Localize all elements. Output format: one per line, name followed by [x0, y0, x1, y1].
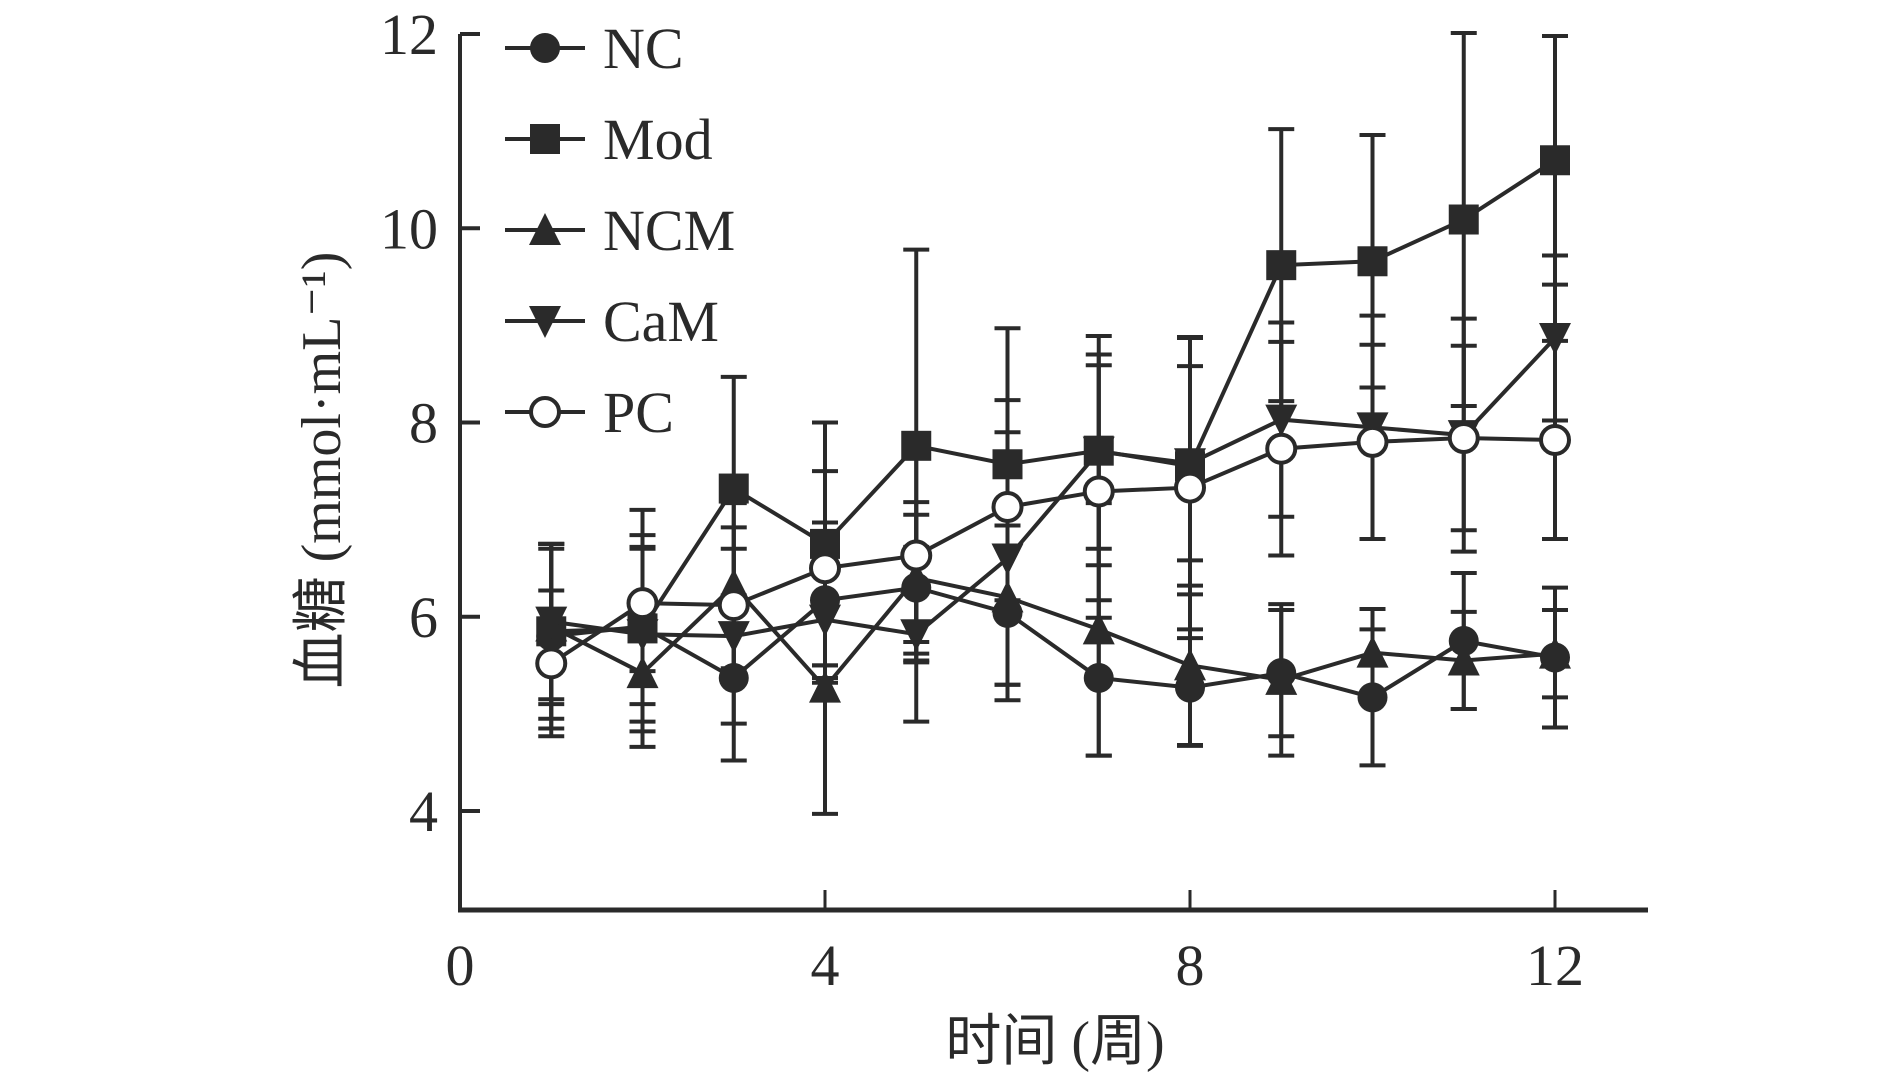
axes: 4 6 8 10 12 0 4 8 12 [380, 2, 1648, 998]
data-point-nc [1083, 662, 1114, 693]
x-tick-label: 8 [1176, 933, 1205, 998]
x-tick-label: 0 [446, 933, 475, 998]
y-tick-label: 6 [409, 585, 438, 650]
data-point-pc [717, 589, 750, 622]
data-point-ncm [1082, 612, 1115, 645]
data-point-mod [901, 430, 932, 461]
legend-item-mod: Mod [505, 107, 713, 172]
markers-nc [536, 572, 1570, 713]
series-line-ncm [550, 575, 1556, 691]
data-point-mod [1540, 145, 1570, 176]
y-tick-label: 10 [380, 196, 438, 261]
data-point-pc [1447, 422, 1480, 455]
legend-item-cam: CaM [505, 289, 719, 354]
data-point-ncm [900, 560, 933, 593]
legend-marker-icon [529, 306, 561, 338]
data-point-ncm [1539, 636, 1571, 669]
legend-label: Mod [603, 107, 713, 172]
data-point-ncm [1265, 662, 1298, 695]
data-point-pc [1265, 432, 1298, 465]
y-tick-label: 4 [409, 779, 438, 844]
legend-item-pc: PC [505, 380, 674, 445]
data-point-ncm [991, 580, 1024, 613]
data-point-pc [809, 552, 841, 585]
error-bars-pc [538, 335, 1568, 739]
data-point-pc [626, 587, 659, 620]
data-point-pc [991, 490, 1024, 523]
data-point-nc [1448, 626, 1479, 657]
data-point-ncm [809, 670, 841, 703]
series-line-pc [550, 436, 1556, 666]
data-point-cam [1539, 323, 1571, 356]
legend-marker-icon [530, 124, 560, 154]
data-point-cam [1265, 404, 1298, 437]
series-line-cam [550, 336, 1557, 639]
data-point-mod [992, 449, 1023, 480]
data-point-mod [718, 473, 749, 504]
x-axis-label: 时间 (周) [945, 1011, 1164, 1073]
data-point-pc [900, 539, 933, 572]
data-point-ncm [1356, 635, 1389, 668]
legend-item-ncm: NCM [505, 198, 735, 263]
y-axis-label: 血糖 (mmol·mL⁻¹) [291, 252, 353, 689]
markers-mod [536, 145, 1570, 647]
data-point-cam [900, 619, 933, 652]
data-point-pc [1174, 471, 1206, 504]
data-point-pc [1539, 423, 1571, 456]
data-point-mod [1266, 250, 1297, 281]
data-point-mod [1357, 246, 1388, 277]
data-point-mod [1448, 204, 1479, 235]
legend-label: PC [603, 380, 674, 445]
legend-marker-icon [529, 213, 561, 245]
data-point-ncm [1447, 643, 1480, 676]
legend-label: NCM [603, 198, 735, 263]
markers-cam [535, 323, 1571, 654]
legend-item-nc: NC [505, 16, 684, 81]
data-point-nc [1357, 682, 1388, 713]
data-point-cam [1082, 436, 1115, 469]
data-point-cam [809, 604, 841, 637]
data-point-cam [535, 606, 568, 639]
data-point-cam [717, 621, 750, 654]
data-point-pc [1356, 425, 1389, 458]
legend-label: CaM [603, 289, 719, 354]
data-point-cam [1174, 448, 1206, 481]
legend-marker-icon [529, 396, 561, 428]
legend-marker-icon [530, 33, 560, 63]
data-point-nc [718, 662, 749, 693]
x-tick-label: 12 [1526, 933, 1584, 998]
data-point-pc [535, 647, 568, 680]
data-point-cam [991, 543, 1024, 576]
data-point-ncm [1174, 648, 1206, 681]
markers-ncm [535, 560, 1571, 703]
legend-label: NC [603, 16, 684, 81]
y-tick-label: 8 [409, 391, 438, 456]
series-line-nc [551, 585, 1556, 700]
series-layer [535, 31, 1571, 816]
markers-pc [535, 422, 1571, 680]
data-point-ncm [626, 656, 659, 689]
series-line-mod [551, 158, 1557, 634]
data-point-cam [626, 619, 659, 652]
y-tick-label: 12 [380, 2, 438, 67]
data-point-pc [1082, 475, 1115, 508]
legend: NC Mod NCM CaM PC [505, 16, 735, 445]
x-tick-label: 4 [811, 933, 840, 998]
